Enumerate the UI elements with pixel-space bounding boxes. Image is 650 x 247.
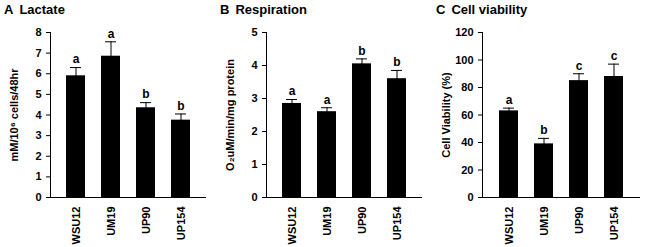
svg-text:120: 120 — [455, 26, 473, 38]
svg-text:UM19: UM19 — [105, 207, 117, 236]
svg-text:8: 8 — [35, 26, 41, 38]
svg-text:UM19: UM19 — [321, 207, 333, 236]
svg-text:b: b — [540, 123, 547, 137]
svg-text:0: 0 — [251, 191, 257, 203]
svg-text:b: b — [177, 99, 184, 113]
svg-text:60: 60 — [461, 109, 473, 121]
svg-text:100: 100 — [455, 54, 473, 66]
svg-text:1: 1 — [251, 158, 257, 170]
svg-text:b: b — [393, 55, 400, 69]
svg-text:O₂uM/min/mg protein: O₂uM/min/mg protein — [224, 59, 236, 171]
html-text:A Lactate: A Lactate — [4, 2, 65, 17]
svg-text:40: 40 — [461, 136, 473, 148]
html-text:C Cell viability: C Cell viability — [436, 2, 528, 17]
svg-text:UM19: UM19 — [538, 207, 550, 236]
svg-text:c: c — [611, 49, 618, 63]
svg-text:3: 3 — [251, 92, 257, 104]
svg-text:20: 20 — [461, 164, 473, 176]
svg-text:b: b — [358, 44, 365, 58]
svg-text:WSU12: WSU12 — [70, 207, 82, 245]
svg-text:80: 80 — [461, 81, 473, 93]
svg-text:5: 5 — [35, 88, 41, 100]
svg-text:UP154: UP154 — [391, 206, 403, 241]
svg-text:0: 0 — [467, 191, 473, 203]
svg-text:5: 5 — [251, 26, 257, 38]
svg-text:UP90: UP90 — [140, 207, 152, 235]
svg-text:2: 2 — [35, 150, 41, 162]
svg-text:a: a — [506, 93, 513, 107]
svg-text:4: 4 — [251, 59, 258, 71]
svg-text:UP154: UP154 — [175, 206, 187, 241]
svg-text:Cell Viability (%): Cell Viability (%) — [440, 72, 452, 158]
svg-text:6: 6 — [35, 67, 41, 79]
svg-text:1: 1 — [35, 170, 41, 182]
svg-text:a: a — [108, 27, 115, 41]
svg-text:mM/10⁶ cells/48hr: mM/10⁶ cells/48hr — [8, 68, 20, 162]
svg-text:UP154: UP154 — [608, 206, 620, 241]
svg-text:3: 3 — [35, 129, 41, 141]
svg-text:0: 0 — [35, 191, 41, 203]
svg-text:a: a — [73, 52, 80, 66]
svg-text:2: 2 — [251, 125, 257, 137]
svg-text:c: c — [576, 59, 583, 73]
svg-text:4: 4 — [35, 109, 42, 121]
svg-text:7: 7 — [35, 47, 41, 59]
svg-text:b: b — [142, 87, 149, 101]
svg-text:WSU12: WSU12 — [503, 207, 515, 245]
svg-text:a: a — [324, 93, 331, 107]
svg-text:UP90: UP90 — [356, 207, 368, 235]
svg-text:UP90: UP90 — [573, 207, 585, 235]
svg-text:a: a — [289, 84, 296, 98]
svg-text:WSU12: WSU12 — [286, 207, 298, 245]
html-text:B Respiration: B Respiration — [220, 2, 307, 17]
